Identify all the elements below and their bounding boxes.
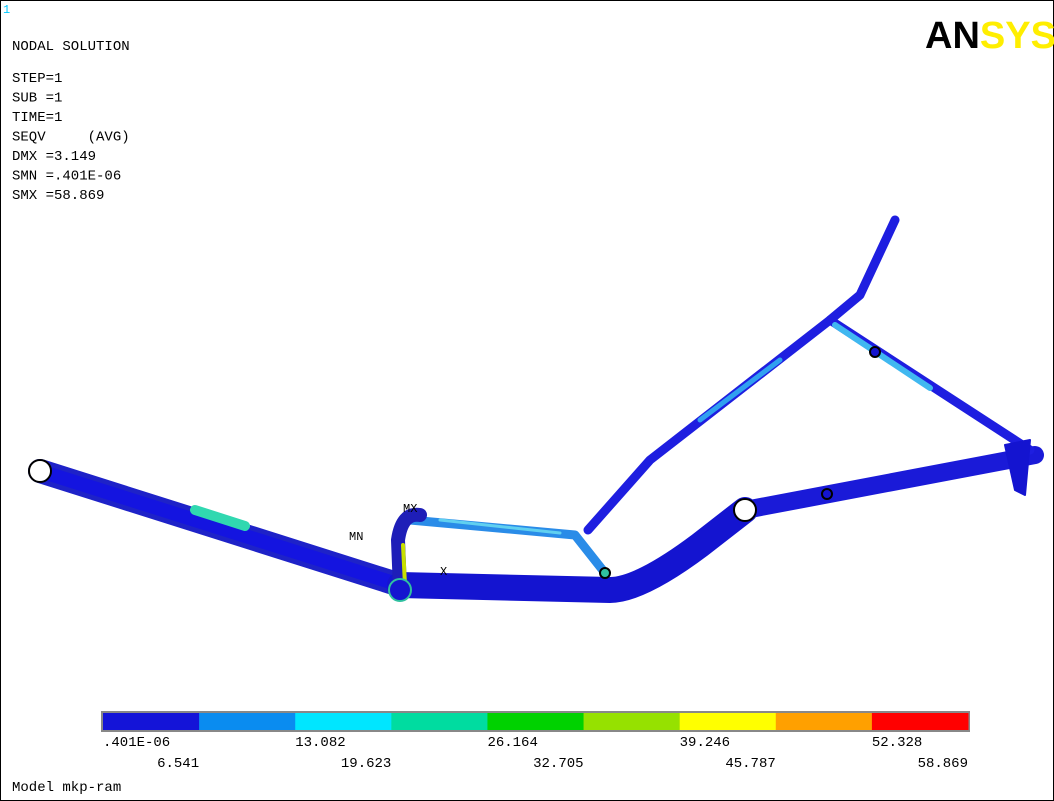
legend-band: [487, 713, 584, 730]
legend-label: 19.623: [341, 756, 391, 772]
info-line: SMX =58.869: [12, 188, 104, 204]
logo: ANSYS: [925, 15, 1054, 57]
joint: [600, 568, 610, 578]
legend-label: 39.246: [680, 735, 730, 751]
joint: [870, 347, 880, 357]
info-line: STEP=1: [12, 71, 62, 87]
joint: [734, 499, 756, 521]
legend-label: 52.328: [872, 735, 922, 751]
legend-label: 13.082: [295, 735, 345, 751]
joint: [29, 460, 51, 482]
legend-label: 6.541: [157, 756, 199, 772]
axis-label: X: [440, 565, 447, 579]
legend-label: 26.164: [487, 735, 537, 751]
graphics-window: 1 NODAL SOLUTION STEP=1 SUB =1 TIME=1 SEQV …: [0, 0, 1054, 801]
logo-part: AN: [925, 15, 980, 57]
legend-label: .401E-06: [103, 735, 170, 751]
legend-band: [295, 713, 392, 730]
header-title: NODAL SOLUTION: [12, 39, 130, 55]
info-line: SEQV (AVG): [12, 130, 130, 146]
joint: [389, 579, 411, 601]
info-line: TIME=1: [12, 110, 62, 126]
legend-band: [872, 713, 969, 730]
info-line: DMX =3.149: [12, 149, 96, 165]
legend-label: 58.869: [918, 756, 968, 772]
joint: [822, 489, 832, 499]
window-number: 1: [3, 3, 10, 17]
page: 1 NODAL SOLUTION STEP=1 SUB =1 TIME=1 SEQV …: [0, 0, 1054, 801]
window-border: [1, 1, 1054, 801]
legend-band: [776, 713, 873, 730]
min-label: MN: [349, 530, 363, 544]
legend-band: [391, 713, 488, 730]
legend-band: [199, 713, 296, 730]
footer: Model mkp-ram: [12, 780, 121, 796]
legend-band: [584, 713, 681, 730]
info-line: SMN =.401E-06: [12, 169, 121, 185]
logo-part: SYS: [980, 15, 1054, 57]
max-label: MX: [403, 502, 417, 516]
legend-band: [103, 713, 200, 730]
info-line: SUB =1: [12, 91, 62, 107]
legend-label: 45.787: [725, 756, 775, 772]
legend-label: 32.705: [533, 756, 583, 772]
legend-band: [680, 713, 777, 730]
